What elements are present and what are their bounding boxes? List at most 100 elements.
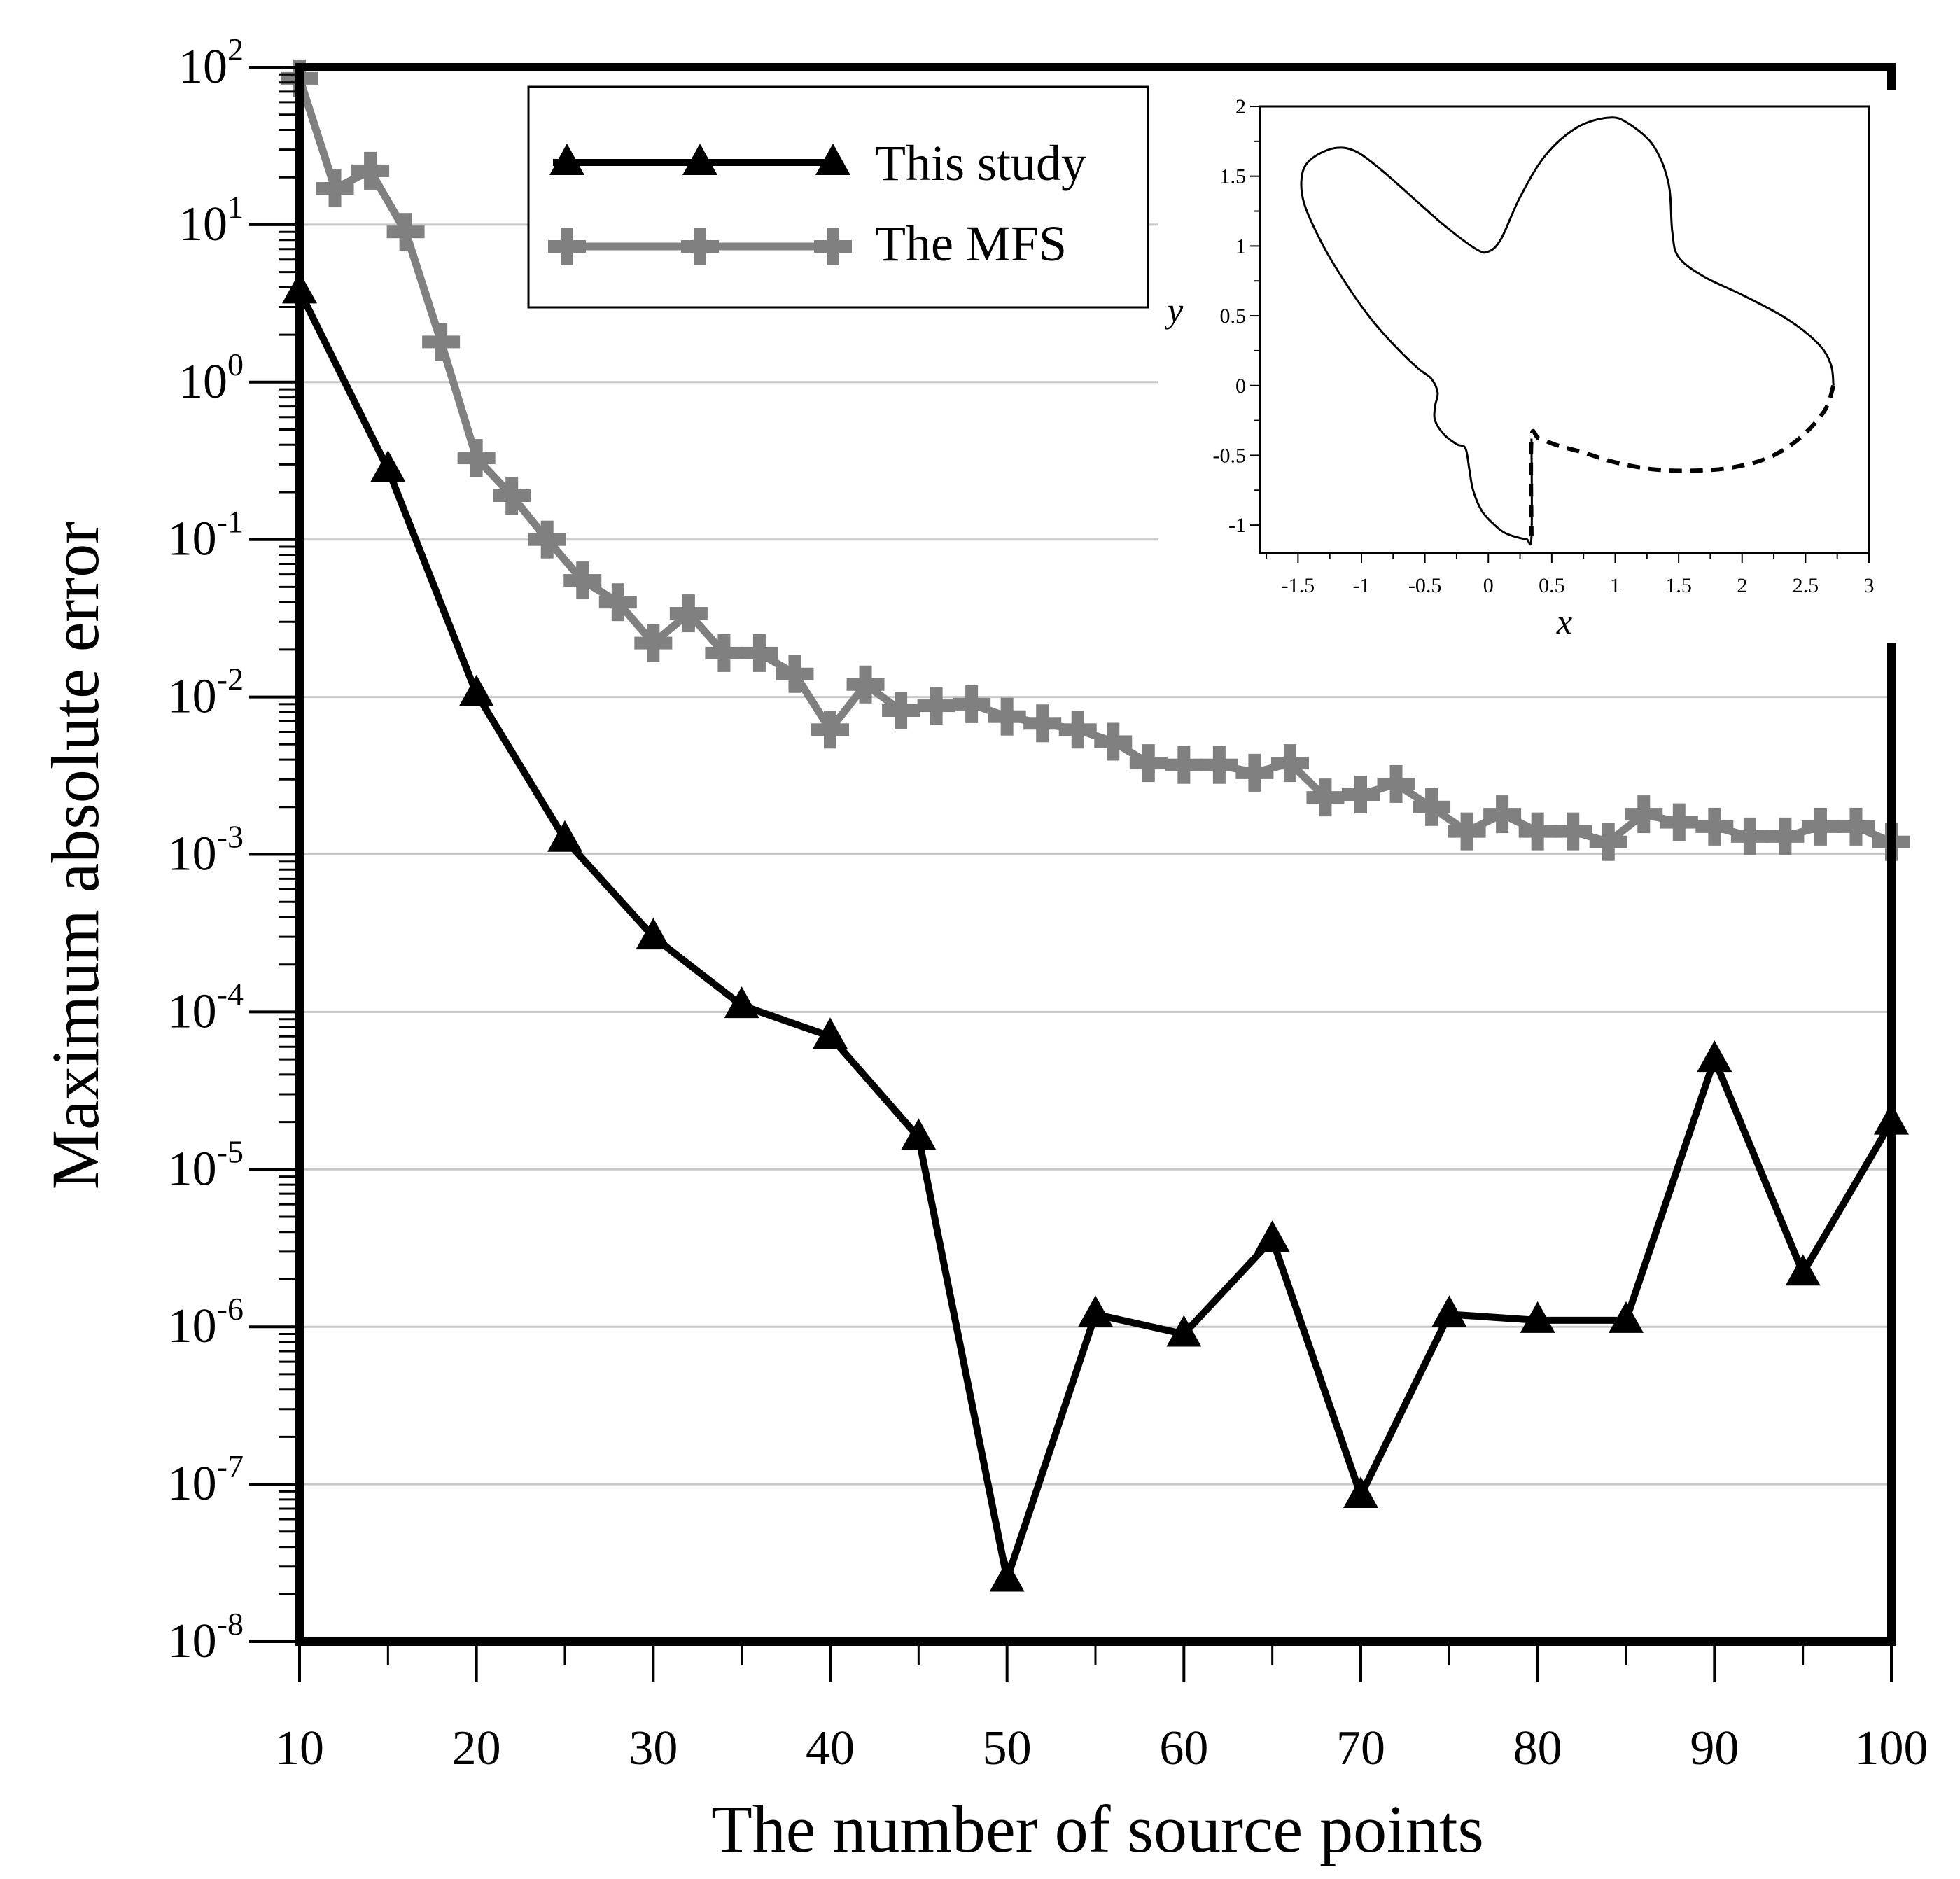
inset-x-tick-label: -0.5 xyxy=(1408,574,1442,597)
point-this-study-5 xyxy=(724,986,760,1019)
point-mfs-10-v xyxy=(647,624,660,662)
point-mfs-26-v xyxy=(1212,746,1226,784)
point-mfs-12-v xyxy=(718,634,731,672)
point-mfs-37-v xyxy=(1602,823,1615,861)
point-mfs-22 xyxy=(1058,711,1097,749)
x-tick-label: 30 xyxy=(629,1721,678,1775)
point-mfs-10 xyxy=(634,624,673,662)
point-mfs-42 xyxy=(1766,817,1805,855)
point-mfs-17 xyxy=(882,691,920,729)
inset-boundary-dashed xyxy=(1529,384,1836,537)
legend-marker-this-study-1 xyxy=(682,144,718,175)
y-tick-label: 101 xyxy=(178,189,244,251)
point-mfs-5-v xyxy=(470,439,483,477)
point-mfs-31 xyxy=(1377,764,1415,803)
point-this-study-11 xyxy=(1254,1220,1290,1252)
point-mfs-21 xyxy=(1023,704,1062,743)
inset-y-tick-label: 1 xyxy=(1236,235,1246,258)
point-mfs-3-v xyxy=(399,213,412,251)
inset-y-tick-label: -0.5 xyxy=(1213,444,1247,467)
point-mfs-41 xyxy=(1730,817,1769,855)
inset-x-axis-label: x xyxy=(1556,602,1572,641)
point-mfs-39 xyxy=(1660,803,1698,841)
y-tick-label: 100 xyxy=(178,347,244,409)
legend-box xyxy=(527,85,1149,309)
inset-y-tick-label: 0.5 xyxy=(1220,305,1247,328)
inset-x-tick-label: 0.5 xyxy=(1539,574,1565,597)
point-mfs-1-v xyxy=(328,169,342,208)
point-mfs-3 xyxy=(386,213,425,251)
point-mfs-29-v xyxy=(1319,778,1332,817)
inset-boundary-solid xyxy=(1300,116,1835,546)
legend-marker-mfs-2 xyxy=(814,228,852,265)
main-axes: 10210110010-110-210-310-410-510-610-710-… xyxy=(168,32,1928,1775)
point-mfs-13-v xyxy=(752,634,766,672)
point-mfs-20-v xyxy=(1000,697,1014,736)
point-mfs-24 xyxy=(1129,744,1168,783)
point-mfs-9 xyxy=(598,583,637,622)
point-this-study-4 xyxy=(636,918,671,950)
point-mfs-18 xyxy=(917,687,955,725)
point-mfs-16-v xyxy=(859,665,872,704)
point-mfs-28 xyxy=(1270,744,1309,783)
x-tick-label: 70 xyxy=(1336,1721,1385,1775)
point-mfs-40 xyxy=(1695,807,1734,846)
point-mfs-27-v xyxy=(1248,753,1261,792)
inset-axes: -1.5 -1 -0.5 0 0.5 1 1.5 2 2.5 3 2 1.5 1 0.5 0 -0.5 -1 xyxy=(1213,95,1875,597)
inset-frame xyxy=(1259,105,1870,554)
x-tick-label: 10 xyxy=(275,1721,324,1775)
point-mfs-39-v xyxy=(1672,803,1686,841)
legend-sample-mfs xyxy=(548,228,852,265)
point-mfs-23 xyxy=(1094,722,1133,761)
point-mfs-26 xyxy=(1200,746,1238,784)
point-mfs-33-v xyxy=(1460,812,1474,851)
inset-y-tick-label: 0 xyxy=(1236,375,1246,398)
legend-marker-mfs-0 xyxy=(548,228,586,265)
point-mfs-15-v xyxy=(824,711,836,749)
point-this-study-9 xyxy=(1078,1295,1113,1327)
inset-y-axis-label: y xyxy=(1164,291,1184,330)
point-mfs-6 xyxy=(493,477,531,515)
x-tick-label: 100 xyxy=(1855,1721,1928,1775)
point-mfs-7 xyxy=(528,520,566,559)
legend-label-this-study: This study xyxy=(875,135,1086,191)
point-mfs-2-v xyxy=(364,151,377,190)
point-mfs-43 xyxy=(1801,807,1840,846)
point-mfs-34 xyxy=(1483,795,1522,834)
point-mfs-9-v xyxy=(611,583,624,622)
inset-x-tick-label: 1.5 xyxy=(1665,574,1692,597)
point-mfs-33 xyxy=(1448,812,1486,851)
point-mfs-14-v xyxy=(788,655,802,693)
x-tick-label: 20 xyxy=(452,1721,501,1775)
inset-plot: -1.5 -1 -0.5 0 0.5 1 1.5 2 2.5 3 2 1.5 1 0.5 0 -0.5 -1 y… xyxy=(1158,90,1939,643)
point-mfs-23-v xyxy=(1107,722,1120,761)
x-tick-label: 40 xyxy=(806,1721,855,1775)
point-mfs-8-v xyxy=(576,561,589,600)
point-mfs-25 xyxy=(1165,746,1203,784)
legend-sample-this-study xyxy=(550,144,850,175)
point-this-study-14 xyxy=(1520,1301,1555,1333)
x-tick-label: 50 xyxy=(983,1721,1032,1775)
point-mfs-19-v xyxy=(965,685,979,723)
inset-y-tick-label: 2 xyxy=(1236,95,1246,118)
inset-y-tick-label: -1 xyxy=(1228,514,1246,537)
point-mfs-4 xyxy=(422,323,461,361)
point-this-study-13 xyxy=(1432,1295,1467,1327)
point-mfs-25-v xyxy=(1177,746,1191,784)
inset-background xyxy=(1158,90,1939,643)
point-mfs-4-v xyxy=(435,323,448,361)
point-this-study-6 xyxy=(813,1017,848,1049)
inset-y-tick-label: 1.5 xyxy=(1220,165,1247,188)
point-this-study-8 xyxy=(989,1560,1025,1592)
point-mfs-6-v xyxy=(505,477,519,515)
point-mfs-44 xyxy=(1837,807,1875,846)
inset-x-tick-label: 3 xyxy=(1864,574,1875,597)
point-mfs-41-v xyxy=(1743,817,1756,855)
point-mfs-43-v xyxy=(1814,807,1827,846)
point-this-study-1 xyxy=(370,450,406,482)
point-this-study-3 xyxy=(547,820,582,852)
legend-marker-mfs-2-v xyxy=(827,228,839,265)
x-tick-label: 80 xyxy=(1513,1721,1562,1775)
legend-marker-mfs-0-v xyxy=(561,228,573,265)
y-tick-label: 10-3 xyxy=(168,819,244,881)
